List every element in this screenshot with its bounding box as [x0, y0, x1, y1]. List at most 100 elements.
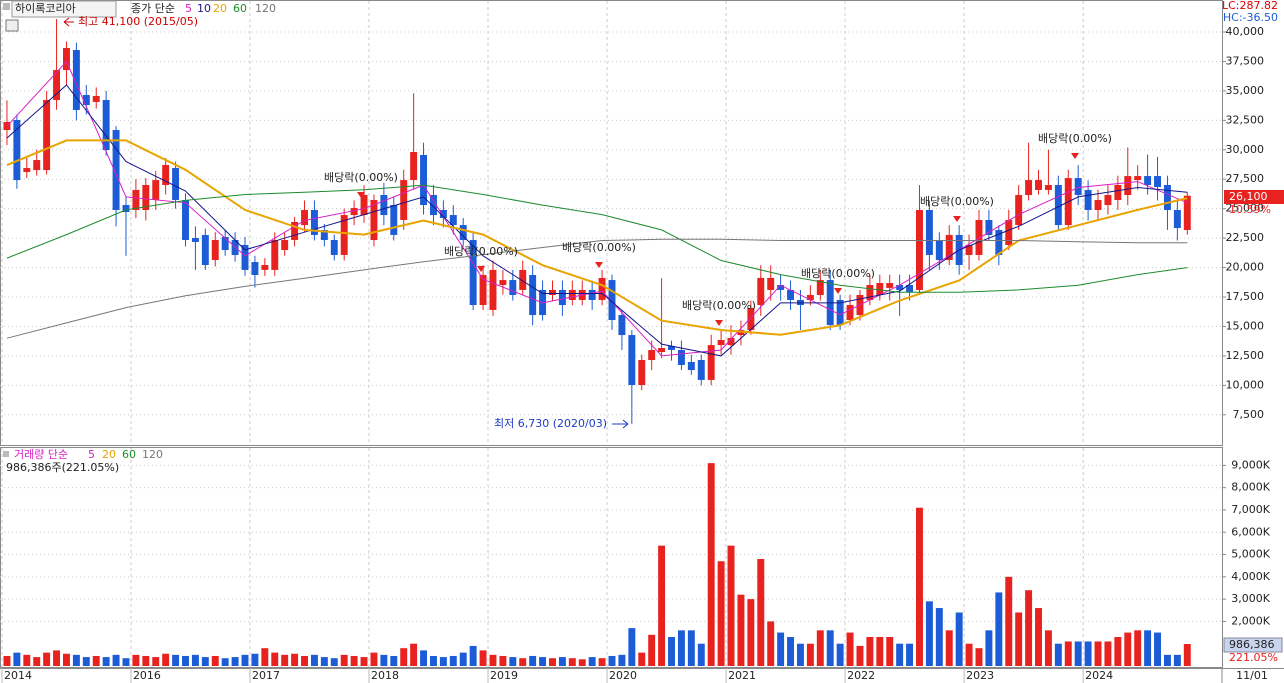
volume-title: 거래량 단순 — [14, 448, 68, 461]
volume-bar — [1163, 654, 1171, 666]
candle-body — [727, 338, 735, 346]
y-tick-label: 7,000K — [1231, 503, 1270, 516]
candle-body — [806, 295, 814, 300]
candle-body — [370, 199, 378, 241]
annotation-arrow — [595, 262, 603, 268]
y-tick-label: 22,500 — [1226, 231, 1265, 244]
candle-body — [558, 289, 566, 306]
candle-body — [767, 277, 775, 290]
candle-body — [33, 160, 41, 171]
legend-entry: 5 — [185, 2, 192, 15]
y-tick-label: 9,000K — [1231, 458, 1270, 471]
volume-bar — [836, 643, 844, 666]
candle-body — [142, 185, 150, 210]
y-tick-label: 2,000K — [1231, 614, 1270, 627]
y-tick-label: 32,500 — [1226, 113, 1265, 126]
candle-body — [886, 282, 894, 288]
x-tick-label: 2021 — [728, 669, 756, 682]
volume-bar — [400, 648, 408, 666]
candle-body — [1173, 209, 1181, 228]
volume-bar — [767, 621, 775, 666]
candle-body — [53, 70, 61, 100]
candle-body — [340, 215, 348, 255]
last-price-box — [1224, 190, 1284, 204]
volume-bar — [271, 652, 279, 666]
volume-bar — [152, 657, 160, 666]
volume-bar — [1134, 630, 1142, 666]
candle-body — [23, 168, 31, 173]
volume-bar — [241, 654, 249, 666]
candle-body — [241, 244, 249, 270]
candle-body — [360, 195, 368, 216]
candle-body — [618, 315, 626, 336]
x-tick-label: 2014 — [4, 669, 32, 682]
volume-bar — [747, 599, 755, 666]
legend-entry: 120 — [255, 2, 276, 15]
candle-body — [251, 262, 259, 275]
candle-body — [1054, 185, 1062, 226]
legend-entry: 5 — [88, 448, 95, 461]
candle-body — [400, 180, 408, 220]
candle-body — [787, 289, 795, 300]
x-tick-label: 2019 — [490, 669, 518, 682]
volume-bar — [945, 630, 953, 666]
volume-bar — [1173, 654, 1181, 666]
legend-entry: 20 — [102, 448, 116, 461]
volume-bar — [360, 657, 368, 666]
ma-line — [6, 184, 1188, 293]
candle-body — [459, 225, 467, 241]
candle-body — [975, 219, 983, 255]
volume-bar — [975, 648, 983, 666]
volume-bar — [1064, 641, 1072, 666]
volume-bar — [787, 637, 795, 666]
volume-bar — [816, 630, 824, 666]
candle-body — [648, 350, 656, 361]
annotation: 배당락(0.00%) — [444, 245, 518, 258]
y-tick-label: 25,000 — [1226, 202, 1265, 215]
volume-bar — [668, 637, 675, 666]
volume-bar — [777, 632, 785, 666]
ratio-label: 221.05% — [1229, 651, 1278, 664]
candle-body — [172, 168, 180, 200]
annotation: 배당락(0.00%) — [1038, 132, 1112, 145]
volume-bar — [1104, 641, 1112, 666]
annotation-arrow — [953, 216, 961, 222]
volume-bar — [1044, 630, 1052, 666]
volume-bar — [677, 630, 685, 666]
icon — [5, 19, 19, 32]
volume-bar — [529, 655, 537, 666]
candle-body — [697, 360, 705, 380]
candle-body — [529, 274, 537, 316]
volume-bar — [1114, 637, 1122, 666]
volume-bar — [390, 655, 398, 666]
icon — [3, 3, 10, 10]
candle-body — [201, 234, 209, 265]
volume-bar — [102, 657, 110, 666]
volume-bar — [72, 654, 80, 666]
candle-body — [162, 164, 170, 186]
legend-entry: 20 — [213, 2, 227, 15]
candle-body — [469, 240, 477, 306]
y-tick-label: 8,000K — [1231, 481, 1270, 494]
volume-bar — [310, 654, 318, 666]
candle-body — [906, 285, 914, 292]
candle-body — [1104, 195, 1112, 206]
volume-bar — [43, 652, 51, 666]
volume-bar — [499, 655, 507, 666]
annotation: 배당락(0.00%) — [801, 267, 875, 280]
candle-body — [291, 221, 299, 241]
y-tick-label: 27,500 — [1226, 172, 1265, 185]
y-tick-label: 6,000K — [1231, 525, 1270, 538]
y-tick-label: 17,500 — [1226, 290, 1265, 303]
candle-body — [1084, 189, 1092, 210]
volume-bar — [757, 559, 765, 666]
y-tick-label: 7,500 — [1233, 408, 1265, 421]
candle-body — [152, 180, 160, 200]
candle-body — [13, 119, 21, 181]
volume-bar — [479, 650, 487, 666]
volume-bar — [221, 658, 229, 666]
volume-bar — [489, 654, 497, 666]
ma-line — [6, 60, 1188, 357]
candle-body — [757, 277, 765, 306]
annotation: 최저 6,730 (2020/03) — [494, 417, 607, 430]
